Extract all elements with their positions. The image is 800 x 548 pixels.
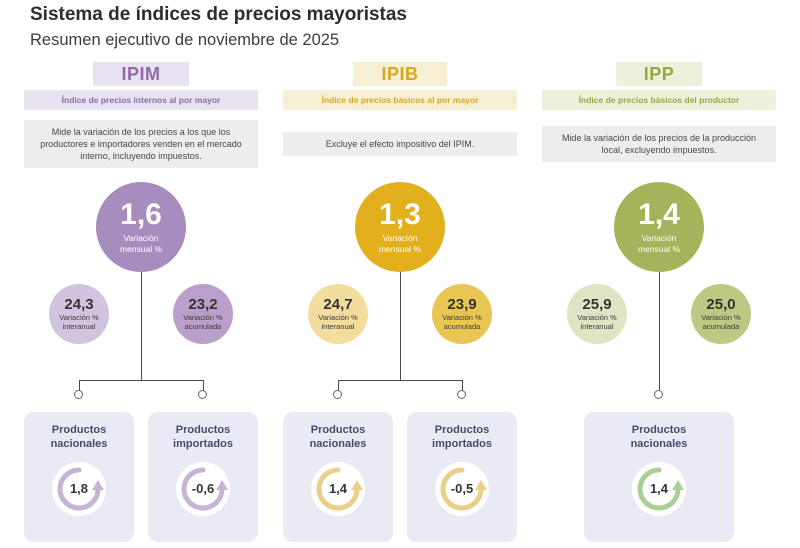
connector-line	[79, 380, 203, 381]
index-tagline: Índice de precios básicos del productor	[542, 90, 776, 110]
accumulated-value: 23,9	[447, 295, 477, 313]
accumulated-variation-circle: 25,0 Variación % acumulada	[691, 284, 751, 344]
stats-and-connectors: 24,3 Variación % interanual 23,2 Variaci…	[24, 272, 258, 412]
page-subtitle: Resumen ejecutivo de noviembre de 2025	[30, 31, 340, 49]
national-products-box: Productos nacionales 1,4	[584, 412, 734, 542]
description-area: Excluye el efecto impositivo del IPIM.	[283, 114, 517, 174]
national-products-box: Productos nacionales 1,4	[283, 412, 393, 542]
national-products-box: Productos nacionales 1,8	[24, 412, 134, 542]
interannual-label: Variación % interanual	[59, 313, 99, 331]
cycle-arrow-icon	[637, 467, 684, 510]
connector-line	[658, 272, 660, 390]
index-columns: IPIM Índice de precios internos al por m…	[24, 62, 776, 548]
product-value: 1,4	[649, 481, 669, 496]
cycle-arrow-icon	[316, 467, 363, 510]
index-name-badge: IPIB	[353, 62, 447, 86]
interannual-label: Variación % interanual	[318, 313, 358, 331]
product-value-dial: 1,4	[311, 461, 365, 516]
monthly-value: 1,6	[120, 198, 162, 232]
imported-products-box: Productos importados -0,6	[148, 412, 258, 542]
monthly-variation-circle: 1,4 Variación mensual %	[614, 182, 704, 272]
cycle-arrow-icon	[181, 467, 228, 510]
connector-line	[140, 272, 142, 380]
interannual-value: 25,9	[582, 295, 612, 313]
index-tagline: Índice de precios básicos al por mayor	[283, 90, 517, 110]
product-box-title: Productos nacionales	[630, 424, 688, 450]
interannual-variation-circle: 24,7 Variación % interanual	[308, 284, 368, 344]
product-box-title: Productos nacionales	[50, 424, 108, 450]
column-ipim: IPIM Índice de precios internos al por m…	[24, 62, 258, 548]
product-boxes: Productos nacionales 1,4 Productos impor…	[283, 412, 517, 542]
index-name-badge: IPP	[615, 62, 703, 86]
accumulated-value: 25,0	[706, 295, 736, 313]
connector-node	[74, 390, 83, 399]
product-value-dial: -0,5	[435, 461, 489, 516]
accumulated-label: Variación % acumulada	[701, 313, 741, 331]
connector-line	[399, 272, 401, 380]
monthly-variation-circle: 1,3 Variación mensual %	[355, 182, 445, 272]
accumulated-variation-circle: 23,9 Variación % acumulada	[432, 284, 492, 344]
connector-node	[654, 390, 663, 399]
monthly-value: 1,4	[638, 198, 680, 232]
description-area: Mide la variación de los precios a los q…	[24, 114, 258, 174]
product-boxes: Productos nacionales 1,4	[542, 412, 776, 542]
monthly-label: Variación mensual %	[119, 233, 163, 254]
interannual-value: 24,3	[64, 295, 94, 313]
index-tagline: Índice de precios internos al por mayor	[24, 90, 258, 110]
product-boxes: Productos nacionales 1,8 Productos impor…	[24, 412, 258, 542]
connector-line	[338, 380, 462, 381]
column-ipib: IPIB Índice de precios básicos al por ma…	[283, 62, 517, 548]
accumulated-label: Variación % acumulada	[183, 313, 223, 331]
product-value-dial: 1,4	[632, 461, 686, 516]
product-box-title: Productos importados	[432, 424, 492, 450]
product-value: 1,4	[328, 481, 348, 496]
product-value-dial: 1,8	[52, 461, 106, 516]
accumulated-value: 23,2	[188, 295, 218, 313]
connector-node	[198, 390, 207, 399]
connector-node	[333, 390, 342, 399]
interannual-variation-circle: 24,3 Variación % interanual	[49, 284, 109, 344]
product-value: 1,8	[69, 481, 89, 496]
connector-line	[202, 380, 204, 392]
product-box-title: Productos importados	[173, 424, 233, 450]
column-ipp: IPP Índice de precios básicos del produc…	[542, 62, 776, 548]
page-title: Sistema de índices de precios mayoristas	[30, 4, 408, 25]
interannual-value: 24,7	[323, 295, 353, 313]
monthly-variation-circle: 1,6 Variación mensual %	[96, 182, 186, 272]
product-box-title: Productos nacionales	[309, 424, 367, 450]
index-description: Mide la variación de los precios de la p…	[542, 125, 776, 163]
stats-and-connectors: 24,7 Variación % interanual 23,9 Variaci…	[283, 272, 517, 412]
monthly-label: Variación mensual %	[378, 233, 422, 254]
connector-line	[337, 380, 339, 392]
description-area: Mide la variación de los precios de la p…	[542, 114, 776, 174]
accumulated-variation-circle: 23,2 Variación % acumulada	[173, 284, 233, 344]
monthly-label: Variación mensual %	[637, 233, 681, 254]
stats-and-connectors: 25,9 Variación % interanual 25,0 Variaci…	[542, 272, 776, 412]
index-description: Excluye el efecto impositivo del IPIM.	[283, 131, 517, 157]
accumulated-label: Variación % acumulada	[442, 313, 482, 331]
cycle-arrow-icon	[57, 467, 104, 510]
index-name-badge: IPIM	[93, 62, 189, 86]
connector-line	[78, 380, 80, 392]
monthly-value: 1,3	[379, 198, 421, 232]
interannual-variation-circle: 25,9 Variación % interanual	[567, 284, 627, 344]
product-value-dial: -0,6	[176, 461, 230, 516]
product-value: -0,5	[450, 481, 474, 496]
product-value: -0,6	[191, 481, 215, 496]
interannual-label: Variación % interanual	[577, 313, 617, 331]
cycle-arrow-icon	[440, 467, 487, 510]
connector-node	[457, 390, 466, 399]
index-description: Mide la variación de los precios a los q…	[24, 119, 258, 169]
connector-line	[461, 380, 463, 392]
imported-products-box: Productos importados -0,5	[407, 412, 517, 542]
